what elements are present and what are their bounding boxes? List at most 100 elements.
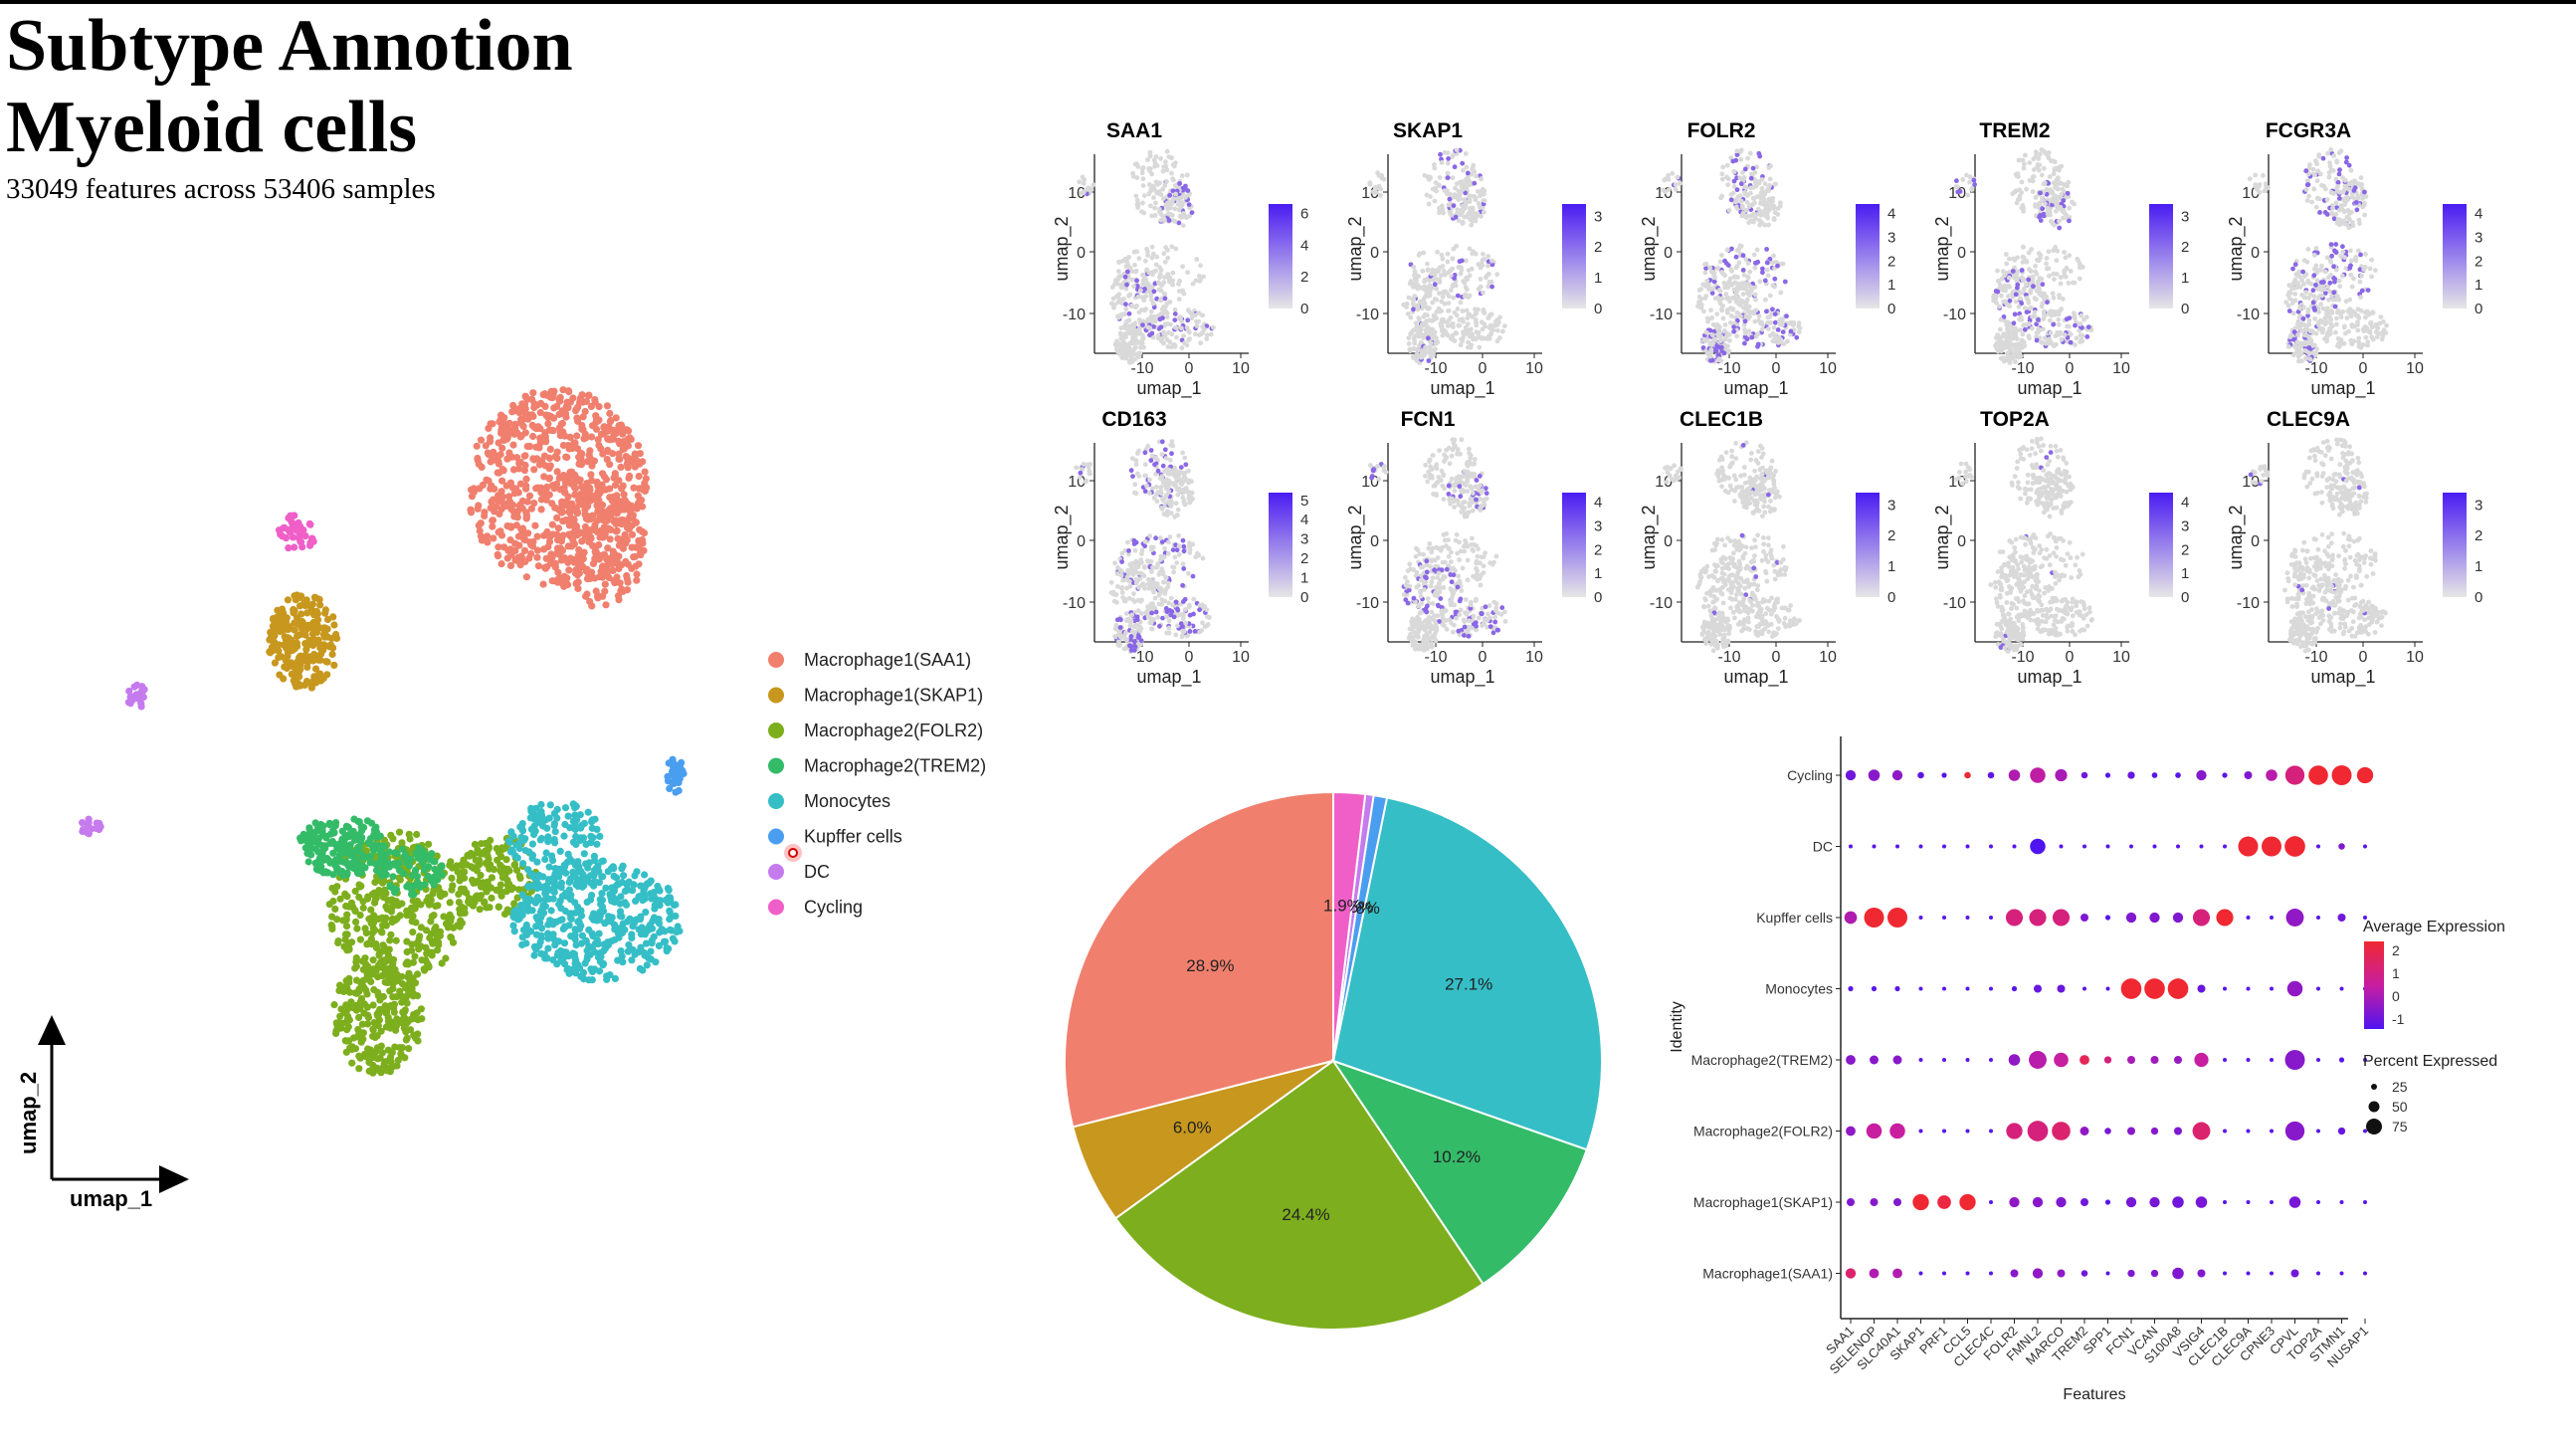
x-tick: -10 <box>1424 360 1447 377</box>
umap-point <box>381 1002 389 1010</box>
umap-point <box>534 880 542 888</box>
umap-point <box>333 865 341 873</box>
umap-point <box>592 526 601 535</box>
umap-point <box>367 852 375 860</box>
umap-point <box>305 831 313 839</box>
umap-point <box>566 554 575 562</box>
umap-point <box>619 587 627 595</box>
umap-point <box>383 1067 391 1075</box>
feature-scale-tick: 1 <box>1887 558 1895 575</box>
umap-point <box>438 862 446 870</box>
legend-label: Kupffer cells <box>804 827 902 847</box>
umap-point <box>489 522 496 530</box>
umap-point <box>597 567 605 575</box>
umap-point <box>571 491 579 499</box>
umap-point <box>398 839 406 847</box>
dotplot-dot <box>2174 1056 2182 1064</box>
legend-label: Monocytes <box>804 791 891 811</box>
dotplot-dot <box>1965 916 1970 920</box>
dotplot-dot <box>2052 1122 2071 1140</box>
umap-point <box>569 394 577 402</box>
umap-point <box>484 852 492 860</box>
umap-point <box>130 683 138 691</box>
umap-point <box>587 839 595 847</box>
umap-point <box>635 485 643 493</box>
dotplot-dot <box>2120 978 2142 999</box>
umap-point <box>632 897 640 906</box>
umap-point <box>511 485 520 493</box>
dotplot-dot <box>1849 844 1853 849</box>
umap-point <box>503 455 511 463</box>
umap-point <box>328 925 336 933</box>
umap-point <box>482 839 490 848</box>
umap-point <box>446 899 454 907</box>
dotplot-dot <box>2032 1268 2044 1279</box>
dotplot-dot <box>2027 1121 2049 1141</box>
umap-point <box>385 964 393 972</box>
umap-point <box>483 904 491 912</box>
umap-point <box>650 914 659 922</box>
umap-point <box>353 859 361 867</box>
umap-point <box>434 902 442 910</box>
umap-point <box>595 541 603 549</box>
dotplot-dot <box>2029 909 2047 927</box>
umap-point <box>559 386 567 394</box>
umap-point <box>529 455 537 463</box>
umap-point <box>563 858 571 866</box>
umap-point <box>398 845 407 853</box>
umap-point <box>637 913 645 921</box>
umap-point <box>295 518 302 526</box>
umap-point <box>371 896 379 904</box>
umap-point <box>351 1045 359 1053</box>
umap-point <box>364 962 372 970</box>
x-tick: 10 <box>1819 649 1837 666</box>
umap-point <box>497 560 505 568</box>
feature-scale-tick: 2 <box>1887 527 1895 544</box>
dotplot-dot <box>2246 986 2251 991</box>
dotplot-dot <box>2081 914 2088 922</box>
feature-colorbar <box>2149 493 2173 597</box>
dotplot-dot <box>1942 1129 1946 1134</box>
dotplot-dot <box>1965 1271 1970 1276</box>
umap-point <box>620 441 628 450</box>
umap-point <box>485 450 493 458</box>
umap-point <box>355 1065 363 1073</box>
umap-point <box>592 587 600 595</box>
umap-point <box>628 956 636 964</box>
umap-point <box>604 435 612 443</box>
umap-point <box>552 480 561 488</box>
dotplot-dot <box>2338 843 2345 850</box>
umap-point <box>540 473 548 481</box>
feature-scale-tick: 0 <box>2475 589 2482 606</box>
umap-point <box>341 930 350 938</box>
page-title-2: Myeloid cells <box>6 87 418 168</box>
umap-point <box>363 940 371 948</box>
umap-point <box>628 530 637 538</box>
umap-point <box>551 563 560 571</box>
x-tick: 10 <box>1525 649 1543 666</box>
umap-point <box>618 484 626 492</box>
umap-point <box>342 916 350 924</box>
umap-point <box>301 532 309 540</box>
pct-expressed-tick: 50 <box>2392 1099 2408 1115</box>
page-subtitle: 33049 features across 53406 samples <box>6 173 436 205</box>
umap-point <box>403 937 411 945</box>
umap-point <box>489 516 496 524</box>
umap-point <box>353 925 361 932</box>
umap-point <box>377 1027 385 1035</box>
feature-xlabel: umap_1 <box>1136 667 1201 687</box>
umap-point <box>642 909 650 917</box>
umap-point <box>604 524 613 532</box>
umap-point <box>346 852 354 860</box>
umap-point <box>289 524 297 532</box>
umap-point <box>399 1008 407 1016</box>
umap-point <box>382 903 390 911</box>
umap-point <box>607 505 615 513</box>
umap-point <box>482 442 490 450</box>
umap-point <box>503 434 511 442</box>
dotplot-dot <box>2363 916 2367 920</box>
dotplot-dot <box>2363 1129 2367 1134</box>
umap-point <box>517 417 525 425</box>
x-tick: -10 <box>2011 360 2034 377</box>
feature-scale-tick: 0 <box>1300 301 1308 317</box>
